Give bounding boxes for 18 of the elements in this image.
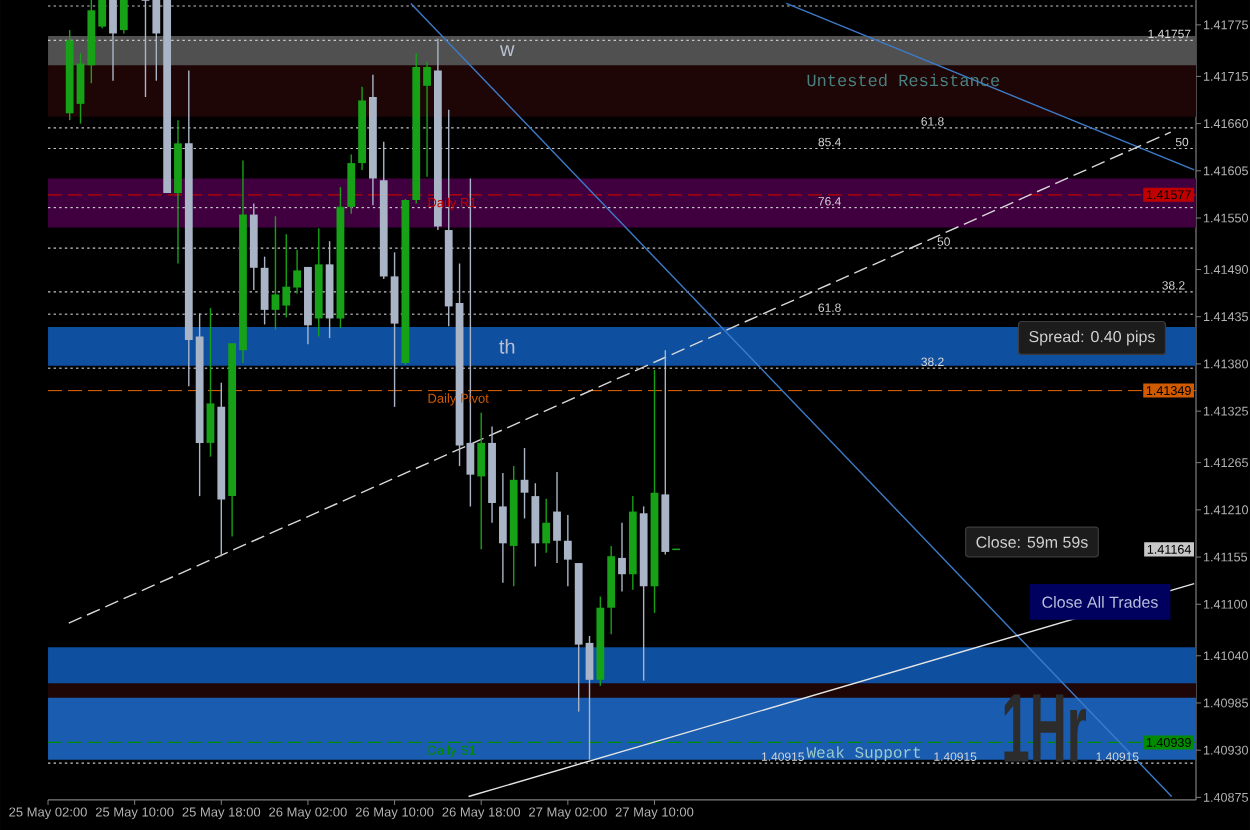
annotation: Close All Trades [1042,596,1158,608]
candlestick [498,472,507,584]
annotation: Weak Support [806,746,921,762]
candlestick [206,307,215,458]
candlestick [477,412,486,551]
candlestick [531,482,540,568]
annotation: Close: 59m 59s [976,536,1088,548]
candlestick [542,498,551,554]
band-label: th [499,339,515,354]
candlestick [390,251,399,408]
candlestick [260,255,269,326]
annotation: Spread: 0.40 pips [1029,330,1155,346]
candlestick [563,514,572,587]
candlestick [618,522,626,593]
candlestick [520,447,529,520]
candlestick [347,153,356,215]
band-label: w [499,45,515,56]
candlestick [553,471,561,564]
